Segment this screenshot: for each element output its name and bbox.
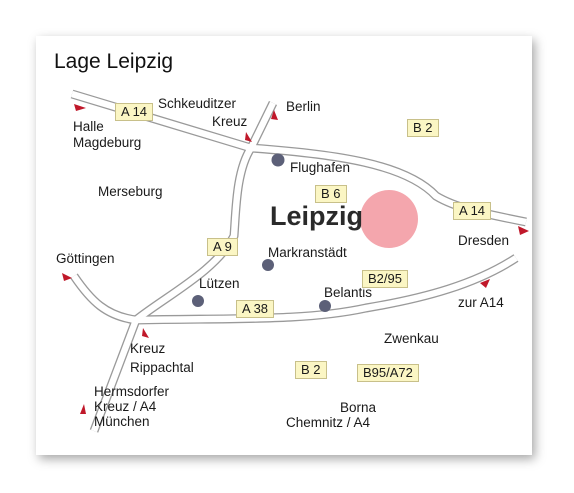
place-rippachtal: Rippachtal	[130, 360, 194, 375]
arrow-halle-icon	[74, 104, 86, 111]
place-berlin: Berlin	[286, 99, 321, 114]
city-circle-leipzig	[360, 190, 418, 248]
arrow-rippachtal-icon	[142, 328, 149, 338]
place-kreuz-schkeuditz: Kreuz	[212, 114, 248, 129]
place-goettingen: Göttingen	[56, 251, 115, 266]
place-merseburg: Merseburg	[98, 184, 163, 199]
arrow-goettingen-icon	[62, 273, 72, 281]
poi-dot-belantis	[319, 300, 331, 312]
road-shield-b2-95: B2/95	[362, 270, 408, 288]
arrow-muenchen-icon	[80, 404, 86, 414]
poi-dot-flughafen	[271, 153, 285, 167]
place-hermsdorfer: Hermsdorfer	[94, 384, 170, 399]
place-belantis: Belantis	[324, 285, 373, 300]
place-kreuz-a4: Kreuz / A4	[94, 399, 157, 414]
place-halle: Halle	[73, 119, 104, 134]
poi-dot-markranstaedt	[262, 259, 274, 271]
map-card: .edge { fill: none; stroke: #9a9a9a; str…	[36, 36, 532, 455]
place-chemnitz: Chemnitz / A4	[286, 415, 371, 430]
place-markranstaedt: Markranstädt	[268, 245, 347, 260]
road-shield-b95-a72: B95/A72	[357, 364, 419, 382]
place-zwenkau: Zwenkau	[384, 331, 439, 346]
road-shield-b6: B 6	[315, 185, 347, 203]
arrow-zur-a14-icon	[480, 279, 490, 288]
map-title: Lage Leipzig	[54, 50, 174, 73]
place-luetzen: Lützen	[199, 276, 240, 291]
road-shield-b2-s: B 2	[295, 361, 327, 379]
place-muenchen: München	[94, 414, 150, 429]
place-flughafen: Flughafen	[290, 160, 351, 175]
place-dresden: Dresden	[458, 233, 510, 248]
place-borna: Borna	[340, 400, 377, 415]
road-shield-b2-ne: B 2	[407, 119, 439, 137]
road-shield-a14-e: A 14	[453, 202, 492, 220]
arrow-dresden-icon	[518, 226, 529, 235]
road-shield-a14-nw: A 14	[115, 103, 154, 121]
arrow-kreuz-icon	[245, 132, 252, 142]
city-label-leipzig: Leipzig	[270, 201, 363, 231]
arrow-berlin-icon	[271, 110, 278, 120]
road-shield-a9: A 9	[207, 238, 238, 256]
place-magdeburg: Magdeburg	[73, 135, 142, 150]
road-shield-a38: A 38	[236, 300, 275, 318]
place-zur-a14: zur A14	[458, 295, 504, 310]
place-kreuz-rippachtal: Kreuz	[130, 341, 166, 356]
place-schkeuditzer: Schkeuditzer	[158, 96, 237, 111]
poi-dot-luetzen	[192, 295, 204, 307]
